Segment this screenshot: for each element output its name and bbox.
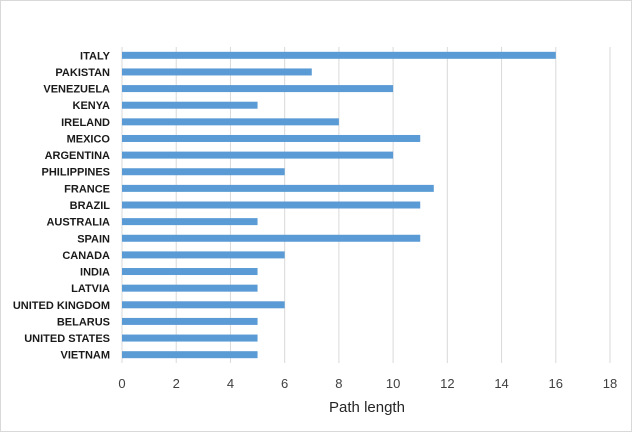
bar-united-kingdom xyxy=(122,301,285,309)
category-label-india: INDIA xyxy=(80,267,110,279)
category-label-spain: SPAIN xyxy=(77,233,110,245)
bar-mexico xyxy=(122,134,421,142)
x-tick-label-18: 18 xyxy=(603,376,617,391)
bar-united-states xyxy=(122,334,258,342)
category-label-italy: ITALY xyxy=(80,50,111,62)
category-label-philippines: PHILIPPINES xyxy=(42,167,110,179)
bars xyxy=(122,51,556,359)
category-label-argentina: ARGENTINA xyxy=(45,150,110,162)
bar-brazil xyxy=(122,201,421,209)
x-tick-label-4: 4 xyxy=(227,376,234,391)
category-label-kenya: KENYA xyxy=(73,100,111,112)
bar-philippines xyxy=(122,168,285,176)
category-label-ireland: IRELAND xyxy=(61,117,110,129)
bar-venezuela xyxy=(122,85,394,93)
x-tick-labels: 0 2 4 6 8 10 12 14 16 18 xyxy=(118,376,617,391)
bar-italy xyxy=(122,51,556,59)
bar-australia xyxy=(122,218,258,226)
bar-argentina xyxy=(122,151,394,159)
category-label-venezuela: VENEZUELA xyxy=(43,84,110,96)
bar-pakistan xyxy=(122,68,312,76)
category-label-latvia: LATVIA xyxy=(71,283,110,295)
bar-canada xyxy=(122,251,285,259)
category-label-mexico: MEXICO xyxy=(67,133,111,145)
bar-india xyxy=(122,268,258,276)
x-tick-label-14: 14 xyxy=(494,376,508,391)
bar-spain xyxy=(122,234,421,242)
category-label-australia: AUSTRALIA xyxy=(46,217,110,229)
category-label-united-states: UNITED STATES xyxy=(24,333,110,345)
bar-kenya xyxy=(122,101,258,109)
x-tick-label-0: 0 xyxy=(118,376,125,391)
bar-belarus xyxy=(122,317,258,325)
x-tick-label-2: 2 xyxy=(173,376,180,391)
category-label-vietnam: VIETNAM xyxy=(61,350,111,362)
bar-vietnam xyxy=(122,351,258,359)
x-tick-label-8: 8 xyxy=(335,376,342,391)
category-label-belarus: BELARUS xyxy=(57,316,110,328)
category-label-canada: CANADA xyxy=(62,250,110,262)
category-labels: ITALY PAKISTAN VENEZUELA KENYA IRELAND MEXICO… xyxy=(13,50,111,361)
category-label-united-kingdom: UNITED KINGDOM xyxy=(13,300,110,312)
category-label-pakistan: PAKISTAN xyxy=(55,67,110,79)
x-tick-label-16: 16 xyxy=(549,376,563,391)
bar-france xyxy=(122,184,434,192)
category-label-brazil: BRAZIL xyxy=(70,200,111,212)
category-label-france: FRANCE xyxy=(64,183,110,195)
bar-ireland xyxy=(122,118,339,126)
x-axis-label: Path length xyxy=(329,399,405,416)
bar-latvia xyxy=(122,284,258,292)
x-tick-label-10: 10 xyxy=(386,376,400,391)
x-tick-label-6: 6 xyxy=(281,376,288,391)
x-tick-label-12: 12 xyxy=(440,376,454,391)
